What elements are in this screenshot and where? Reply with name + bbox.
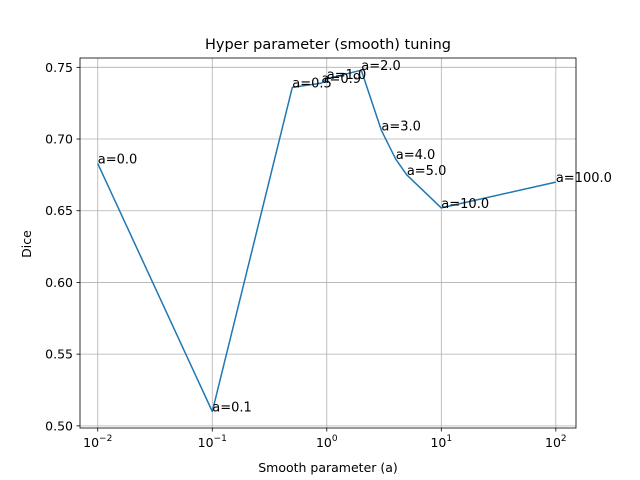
chart-title: Hyper parameter (smooth) tuning [205,37,451,53]
point-annotation: a=0.9 [322,72,362,87]
point-annotation: a=0.0 [98,152,138,167]
point-annotation: a=5.0 [407,164,447,179]
x-axis-label: Smooth parameter (a) [258,460,398,475]
x-tick-exponent: 0 [332,434,338,444]
point-annotation: a=0.1 [212,401,252,416]
x-tick-exponent: −2 [99,434,112,444]
x-tick-base: 10 [198,435,214,450]
point-annotation: a=3.0 [381,119,421,134]
x-tick-base: 10 [83,435,99,450]
plot-series [97,69,556,413]
x-tick-exponent: 1 [446,434,452,444]
point-annotation: a=4.0 [396,148,436,163]
y-tick-label: 0.75 [45,60,73,75]
y-tick-label: 0.60 [45,275,73,290]
point-annotation: a=10.0 [441,197,489,212]
x-tick-base: 10 [545,435,561,450]
axes-frame [79,57,577,429]
x-tick-exponent: −1 [214,434,227,444]
point-annotation: a=1.0 [327,68,367,83]
x-tick-base: 10 [316,435,332,450]
x-tick-base: 10 [430,435,446,450]
x-tick-exponent: 2 [561,434,567,444]
y-axis-label: Dice [19,230,34,258]
grid [80,58,576,428]
x-axis-ticks: 10−2 10−1 100 101 102 [83,428,567,450]
x-tick-label: 100 [316,434,338,450]
x-tick-label: 101 [430,434,452,450]
point-annotation: a=0.5 [292,76,332,91]
series-line [97,69,556,413]
y-axis-ticks: 0.50 0.55 0.60 0.65 0.70 0.75 [45,60,80,433]
point-annotation: a=100.0 [556,171,612,186]
y-tick-label: 0.50 [45,418,73,433]
x-tick-label: 102 [545,434,567,450]
x-tick-label: 10−2 [83,434,112,450]
point-annotations: a=0.0 a=0.1 a=0.5a=0.9a=1.0a=2.0 a=3.0 a=4.0… [98,59,612,415]
y-tick-label: 0.55 [45,347,73,362]
y-tick-label: 0.65 [45,203,73,218]
point-annotation: a=2.0 [361,59,401,74]
x-tick-label: 10−1 [198,434,227,450]
y-tick-label: 0.70 [45,132,73,147]
